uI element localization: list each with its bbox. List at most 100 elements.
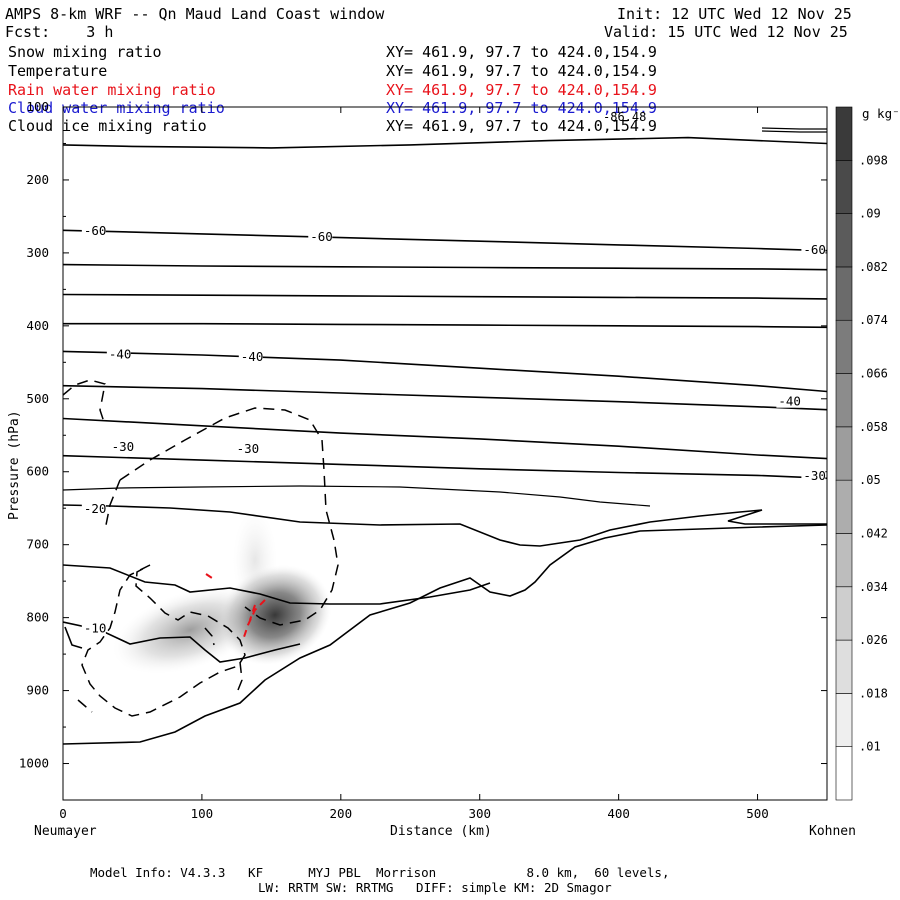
cloud-ice-contours <box>63 379 339 717</box>
field-xy-cloud-water: XY= 461.9, 97.7 to 424.0,154.9 <box>386 99 657 117</box>
field-name-rain: Rain water mixing ratio <box>8 81 216 99</box>
colorbar-tick-label: .082 <box>859 260 888 274</box>
colorbar-bin <box>835 586 853 641</box>
x-axis-label: Distance (km) <box>390 824 492 839</box>
model-info-line1: Model Info: V4.3.3 KF MYJ PBL Morrison 8… <box>90 865 670 880</box>
rain-contour-small <box>205 573 214 583</box>
isotherm-label: -30 <box>237 441 260 456</box>
isotherm-label: -60 <box>803 242 826 257</box>
rain-contour-main <box>243 599 266 638</box>
colorbar-bin <box>835 426 853 481</box>
x-tick-label: 300 <box>468 806 491 821</box>
isotherm-line <box>63 293 827 300</box>
x-tick-label: 200 <box>330 806 353 821</box>
isotherm-label-bg <box>801 241 826 256</box>
isotherm-line <box>63 263 827 271</box>
rain-water-contours <box>205 573 266 638</box>
colorbar-bin <box>835 639 853 694</box>
isotherm-label-bg <box>109 438 134 453</box>
isotherm-label-bg <box>234 441 259 456</box>
isotherm-label: -20 <box>84 501 107 516</box>
init-time: Init: 12 UTC Wed 12 Nov 25 <box>617 5 852 23</box>
isotherm-label: -40 <box>778 394 801 409</box>
field-xy-cloud-ice: XY= 461.9, 97.7 to 424.0,154.9 <box>386 117 657 135</box>
colorbar-bin <box>835 746 853 801</box>
isotherm-label: -40 <box>241 349 264 364</box>
y-tick-label: 100 <box>26 99 49 114</box>
colorbar-bin <box>835 160 853 214</box>
colorbar-unit: g kg⁻¹ <box>862 106 900 121</box>
isotherm-line <box>63 384 827 411</box>
colorbar-bin <box>835 106 853 161</box>
colorbar-bin <box>835 533 853 588</box>
isotherm-label: -60 <box>310 229 333 244</box>
isotherm-label: -10 <box>84 621 107 636</box>
cloud-ice-contour-dot <box>77 699 93 713</box>
isotherm-minus-25 <box>63 485 651 507</box>
snow-shading <box>113 510 332 674</box>
isotherm-line <box>63 417 827 460</box>
y-tick-label: 400 <box>26 318 49 333</box>
cloud-ice-contour-tail <box>237 661 243 691</box>
isotherm-label-bg <box>106 346 131 361</box>
field-name-temperature: Temperature <box>8 62 108 80</box>
temperature-isolines <box>63 136 827 480</box>
isotherm-label-bg <box>81 223 106 238</box>
colorbar-tick-label: .058 <box>859 420 888 434</box>
isotherm-label-bg <box>238 349 263 364</box>
isotherm-label-bg <box>81 500 106 515</box>
isotherm-label-bg <box>81 620 106 635</box>
y-tick-label: 600 <box>26 464 49 479</box>
x-tick-label: 400 <box>607 806 630 821</box>
colorbar-tick-label: .066 <box>859 367 888 381</box>
colorbar-tick-label: .01 <box>859 740 881 754</box>
y-tick-label: 200 <box>26 172 49 187</box>
cloud-ice-contour-left <box>104 479 121 531</box>
snow-shade-core <box>218 565 332 665</box>
colorbar-tick-label: .042 <box>859 526 888 540</box>
forecast-hour: Fcst: 3 h <box>5 23 114 41</box>
isoline-labels: -60 -60 -60 -40 -40 -40 -30 -30 -30 -20 -10 <box>81 223 826 636</box>
colorbar-bin <box>835 693 853 747</box>
colorbar-tick-label: .098 <box>859 153 888 167</box>
isotherm-label: -30 <box>803 468 826 483</box>
field-name-snow: Snow mixing ratio <box>8 43 162 61</box>
x-axis-end-label: Kohnen <box>809 824 856 839</box>
x-tick-label: 500 <box>746 806 769 821</box>
colorbar-bin <box>835 266 853 321</box>
field-xy-snow: XY= 461.9, 97.7 to 424.0,154.9 <box>386 43 657 61</box>
isotherm-minus-20 <box>63 504 827 547</box>
y-axis-label: Pressure (hPa) <box>7 410 22 520</box>
axes: 100 200 300 400 500 600 700 800 900 1000 0 100 200 30… <box>19 99 827 821</box>
colorbar-tick-label: .09 <box>859 207 881 221</box>
isotherm-line <box>63 350 827 393</box>
y-tick-label: 900 <box>26 683 49 698</box>
isotherm-label: -40 <box>109 346 132 361</box>
isotherm-label-bg <box>801 468 826 483</box>
cloud-ice-contour-hook <box>204 627 215 646</box>
colorbar-tick-label: .074 <box>859 313 888 327</box>
x-tick-label: 100 <box>191 806 214 821</box>
tropopause-feature <box>761 127 827 133</box>
isotherm-label: -60 <box>84 223 107 238</box>
isotherm-line <box>63 229 827 252</box>
isotherm-label: -30 <box>112 439 135 454</box>
y-tick-label: 500 <box>26 391 49 406</box>
y-tick-label: 700 <box>26 537 49 552</box>
x-tick-label: 0 <box>59 806 67 821</box>
isotherm-line <box>63 322 827 329</box>
field-name-cloud-ice: Cloud ice mixing ratio <box>8 117 207 135</box>
colorbar-bin <box>835 373 853 428</box>
colorbar-bin <box>835 319 853 374</box>
isotherm-line <box>63 454 827 480</box>
valid-time: Valid: 15 UTC Wed 12 Nov 25 <box>604 23 848 41</box>
plot-frame <box>62 106 828 801</box>
field-xy-rain: XY= 461.9, 97.7 to 424.0,154.9 <box>386 81 657 99</box>
chart-title: AMPS 8-km WRF -- Qn Maud Land Coast wind… <box>5 5 385 23</box>
cloud-ice-contour-upper <box>119 407 339 626</box>
rain-contour-inner <box>249 604 256 621</box>
max-value-label: -86.48 <box>603 110 647 124</box>
cloud-ice-contour-small <box>63 379 106 426</box>
colorbar-tick-label: .018 <box>859 686 888 700</box>
